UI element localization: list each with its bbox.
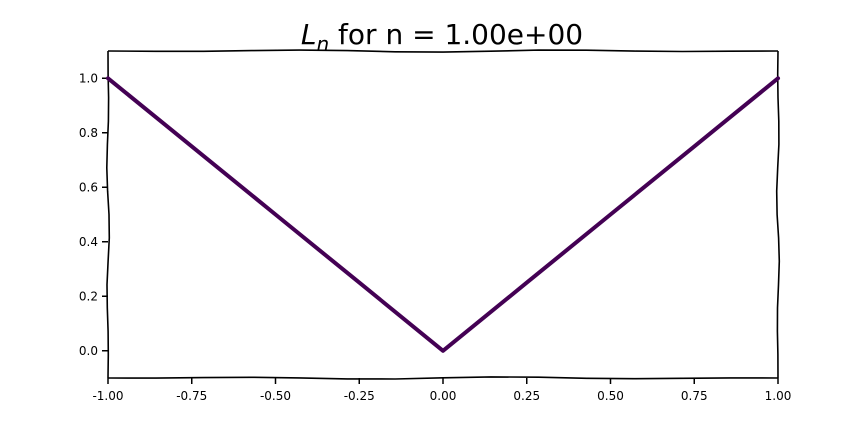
chart-title-main: L — [301, 18, 317, 51]
x-tick-label: 0.50 — [597, 389, 624, 403]
frame-top — [107, 49, 779, 53]
y-tick-label: 0.6 — [79, 180, 98, 194]
x-axis-ticks: -1.00 -0.75 -0.50 -0.25 0.00 0.25 0.50 0.75 1.00 — [92, 378, 791, 403]
series-group — [106, 76, 780, 353]
chart-title: Ln for n = 1.00e+00 — [301, 18, 583, 56]
frame-left — [105, 50, 111, 379]
frame-right — [775, 50, 781, 379]
frame-bottom — [107, 376, 779, 380]
plot-frame — [105, 49, 781, 380]
y-tick-label: 0.0 — [79, 344, 98, 358]
chart-title-subscript: n — [316, 32, 329, 56]
x-tick-label: 0.75 — [681, 389, 708, 403]
x-tick-label: -1.00 — [92, 389, 123, 403]
y-tick-label: 0.2 — [79, 289, 98, 303]
x-tick-label: 1.00 — [765, 389, 792, 403]
chart-title-rest: for n = 1.00e+00 — [329, 18, 583, 51]
y-tick-label: 0.4 — [79, 235, 98, 249]
x-tick-label: 0.00 — [430, 389, 457, 403]
series-line — [106, 76, 780, 353]
x-tick-label: -0.50 — [260, 389, 291, 403]
y-tick-label: 0.8 — [79, 126, 98, 140]
x-tick-label: 0.25 — [513, 389, 540, 403]
x-tick-label: -0.75 — [176, 389, 207, 403]
y-axis-ticks: 0.0 0.2 0.4 0.6 0.8 1.0 — [79, 71, 108, 358]
y-tick-label: 1.0 — [79, 71, 98, 85]
x-tick-label: -0.25 — [344, 389, 375, 403]
